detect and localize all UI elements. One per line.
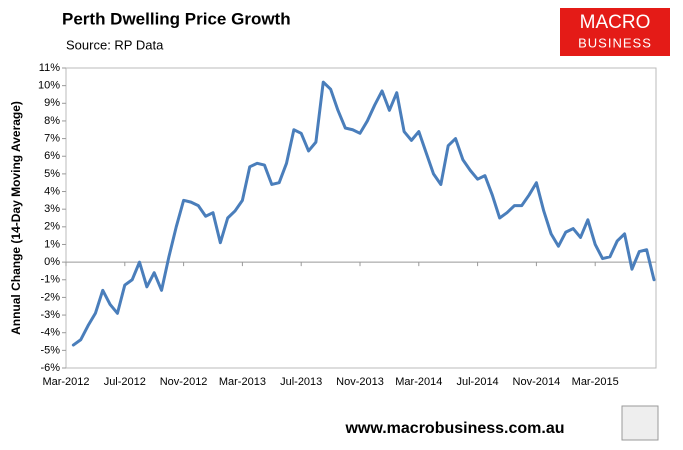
y-tick-label: 5%	[44, 168, 60, 180]
plot-frame	[65, 67, 657, 369]
y-axis-label: Annual Change (14-Day Moving Average)	[9, 101, 23, 335]
y-tick-label: 9%	[44, 97, 60, 109]
footer-url: www.macrobusiness.com.au	[344, 420, 564, 437]
y-tick-label: 1%	[44, 238, 60, 250]
x-tick-label: Jul-2014	[456, 376, 498, 388]
x-tick-label: Mar-2014	[395, 376, 442, 388]
x-tick-label: Mar-2013	[219, 376, 266, 388]
y-tick-label: 6%	[44, 150, 60, 162]
y-tick-label: -1%	[40, 274, 60, 286]
logo-box	[560, 8, 670, 56]
x-tick-label: Nov-2012	[160, 376, 208, 388]
y-tick-label: 7%	[44, 132, 60, 144]
x-tick-label: Nov-2014	[513, 376, 561, 388]
y-tick-label: -3%	[40, 309, 60, 321]
y-tick-label: 10%	[38, 80, 60, 92]
chart-title: Perth Dwelling Price Growth	[62, 9, 291, 28]
x-tick-label: Mar-2015	[572, 376, 619, 388]
y-tick-label: 4%	[44, 185, 60, 197]
x-tick-label: Mar-2012	[42, 376, 89, 388]
y-tick-label: 3%	[44, 203, 60, 215]
x-tick-label: Jul-2012	[104, 376, 146, 388]
logo-top: MACRO	[580, 12, 651, 33]
x-tick-label: Jul-2013	[280, 376, 322, 388]
logo-bottom: BUSINESS	[578, 35, 652, 50]
chart-subtitle: Source: RP Data	[66, 37, 164, 52]
y-tick-label: -4%	[40, 327, 60, 339]
logo-icon	[621, 405, 659, 441]
y-tick-label: -2%	[40, 291, 60, 303]
y-tick-label: 11%	[39, 62, 60, 74]
y-tick-label: 8%	[44, 115, 60, 127]
data-line	[71, 80, 656, 347]
y-tick-label: -6%	[40, 362, 60, 374]
y-tick-label: 0%	[44, 256, 60, 268]
y-tick-label: 2%	[44, 221, 60, 233]
x-tick-label: Nov-2013	[336, 376, 384, 388]
y-tick-label: -5%	[40, 344, 60, 356]
